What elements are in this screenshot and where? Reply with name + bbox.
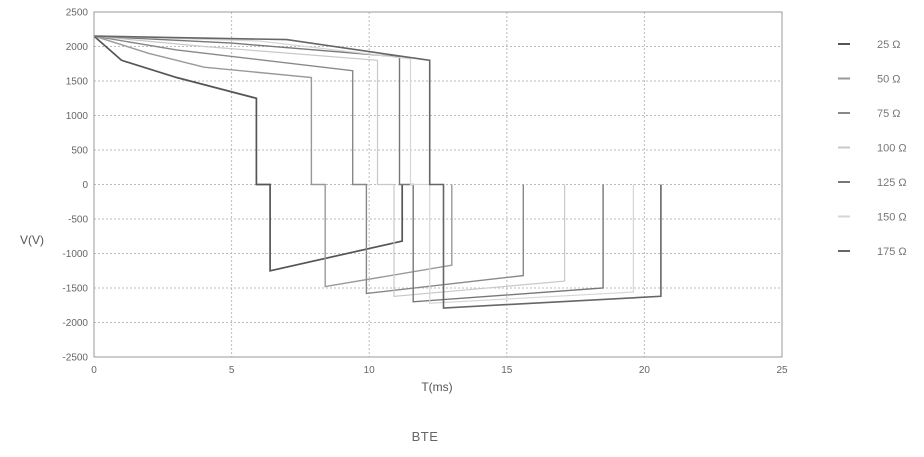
x-tick-label: 5: [229, 365, 235, 376]
y-axis-title: V(V): [20, 233, 44, 247]
series-line: [93, 35, 566, 297]
y-tick-label: 1000: [66, 111, 89, 122]
y-tick-label: -2500: [62, 353, 88, 364]
series-line: [93, 35, 662, 309]
y-tick-label: -2000: [62, 318, 88, 329]
legend: 25 Ω 50 Ω 75 Ω 100 Ω 125 Ω 150 Ω 175 Ω: [838, 39, 907, 258]
legend-label: 50 Ω: [877, 74, 901, 86]
x-tick-label: 15: [501, 365, 513, 376]
x-tick-label: 10: [364, 365, 376, 376]
y-tick-label: -1000: [62, 249, 88, 260]
legend-label: 125 Ω: [877, 177, 907, 189]
y-tick-label: 2500: [66, 8, 89, 19]
x-tick-label: 0: [91, 365, 97, 376]
tick-labels: 2500 2000 1500 1000 500 0 -500 -1000 -1500 -2000 -…: [62, 8, 788, 377]
x-axis-title: T(ms): [421, 380, 452, 394]
legend-label: 25 Ω: [877, 39, 901, 51]
y-tick-label: -1500: [62, 284, 88, 295]
y-tick-label: 1500: [66, 77, 89, 88]
series-line: [93, 35, 453, 288]
series-line: [93, 35, 404, 272]
y-tick-label: 2000: [66, 42, 89, 53]
legend-label: 150 Ω: [877, 212, 907, 224]
y-tick-label: -500: [68, 215, 88, 226]
y-tick-label: 500: [71, 146, 88, 157]
plot-frame: [93, 11, 783, 358]
y-tick-label: 0: [82, 180, 88, 191]
chart-caption: BTE: [412, 429, 439, 444]
series-line: [93, 35, 635, 304]
x-tick-label: 25: [776, 365, 788, 376]
series-layer: [93, 35, 662, 309]
series-line: [93, 35, 524, 295]
x-tick-label: 20: [639, 365, 651, 376]
legend-label: 100 Ω: [877, 143, 907, 155]
legend-label: 175 Ω: [877, 246, 907, 258]
series-line: [93, 35, 604, 303]
legend-label: 75 Ω: [877, 108, 901, 120]
